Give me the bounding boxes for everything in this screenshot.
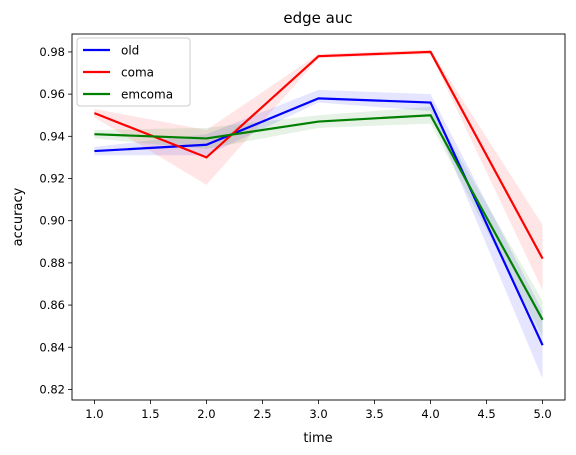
- line-coma: [94, 50, 544, 260]
- legend-box: [76, 37, 191, 107]
- legend-label-emcoma: emcoma: [121, 88, 173, 102]
- y-axis: 0.82 0.84 0.86 0.88 0.90 0.92 0.94 0.96 0.98: [39, 45, 72, 396]
- x-axis-label: time: [303, 431, 332, 446]
- x-tick-label: 3.0: [309, 407, 327, 421]
- line-emcoma: [94, 114, 544, 321]
- x-tick-label: 1.0: [85, 407, 103, 421]
- y-tick-label: 0.90: [39, 214, 65, 228]
- y-tick-label: 0.94: [39, 129, 65, 143]
- chart-title: edge auc: [283, 9, 352, 27]
- x-tick-label: 1.5: [141, 407, 159, 421]
- x-tick-label: 2.5: [253, 407, 271, 421]
- y-tick-label: 0.82: [39, 382, 65, 396]
- legend: old coma emcoma: [76, 37, 191, 107]
- y-axis-label: accuracy: [11, 187, 26, 246]
- x-tick-label: 4.5: [477, 407, 495, 421]
- x-tick-label: 3.5: [365, 407, 383, 421]
- x-tick-label: 2.0: [197, 407, 215, 421]
- x-axis: 1.0 1.5 2.0 2.5 3.0 3.5 4.0 4.5 5.0: [85, 400, 552, 421]
- legend-label-old: old: [121, 44, 139, 58]
- series-lines: [94, 50, 544, 346]
- legend-label-coma: coma: [121, 66, 154, 80]
- y-tick-label: 0.92: [39, 172, 65, 186]
- y-tick-label: 0.86: [39, 298, 65, 312]
- y-tick-label: 0.88: [39, 256, 65, 270]
- band-coma: [94, 49, 543, 291]
- y-tick-label: 0.98: [39, 45, 65, 59]
- y-tick-label: 0.84: [39, 340, 65, 354]
- x-tick-label: 5.0: [533, 407, 551, 421]
- x-tick-label: 4.0: [421, 407, 439, 421]
- y-tick-label: 0.96: [39, 87, 65, 101]
